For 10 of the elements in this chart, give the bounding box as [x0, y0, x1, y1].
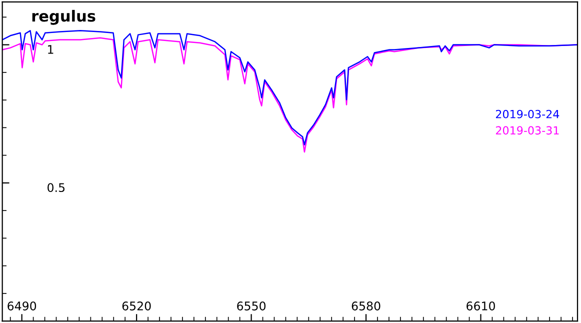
- text: regulus: [32, 10, 96, 25]
- x-tick-label: 6490: [8, 302, 36, 310]
- text: 2019-03-24: [496, 110, 560, 118]
- y-tick-label: 1: [48, 45, 54, 54]
- x-tick-label: 6520: [122, 302, 151, 310]
- x-tick-label: 6610: [466, 302, 495, 310]
- x-tick-label: 6580: [352, 302, 380, 310]
- text: 2019-03-31: [496, 126, 559, 135]
- x-tick-label: 6550: [237, 302, 266, 310]
- y-tick-label: 0.5: [48, 183, 65, 192]
